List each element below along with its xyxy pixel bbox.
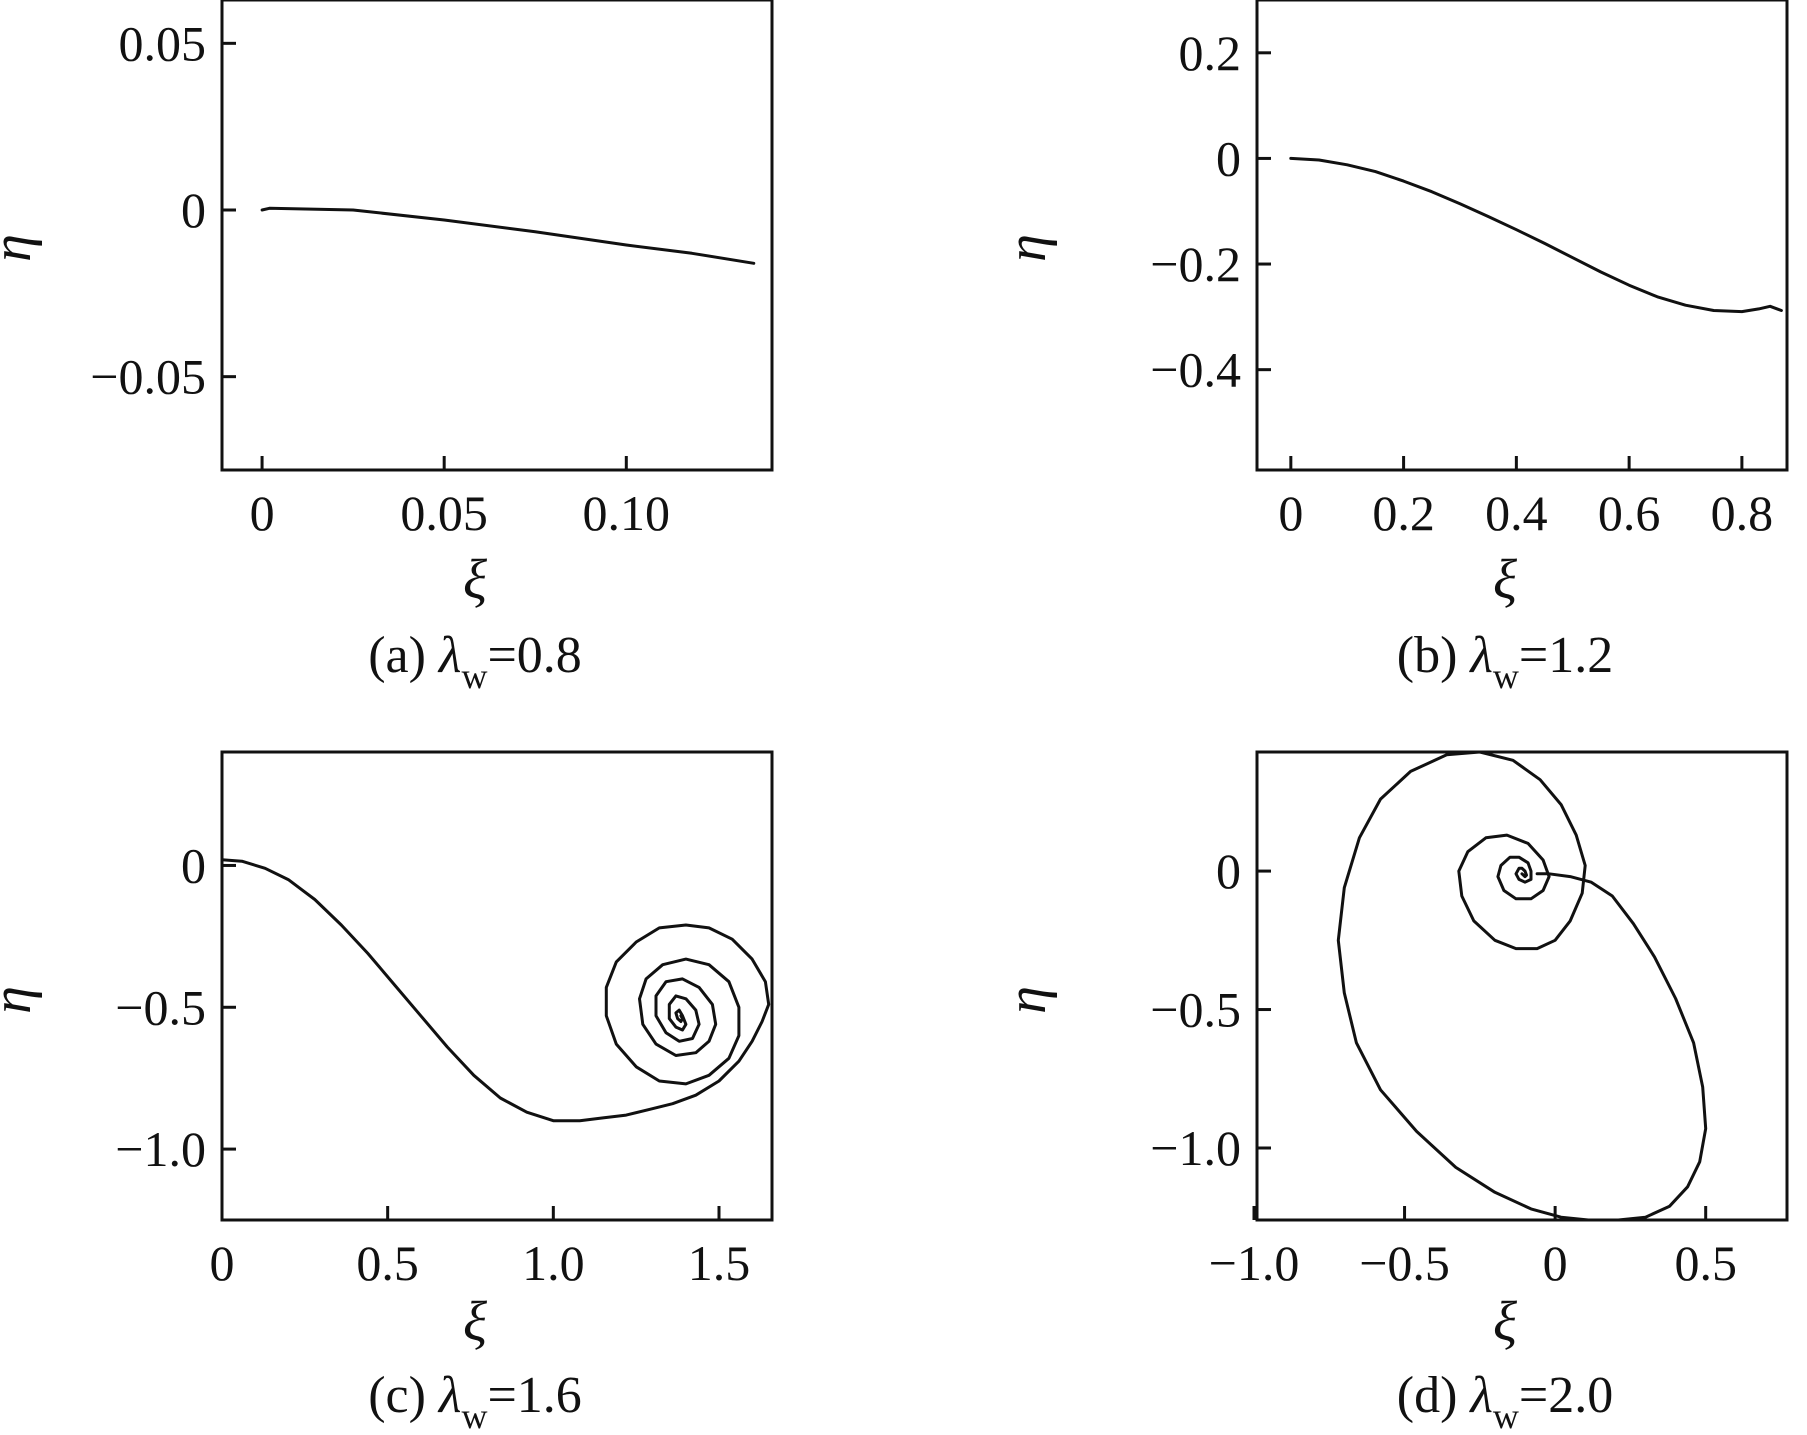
x-axis-label: ξ <box>463 1291 487 1353</box>
y-tick-label: −0.5 <box>1150 982 1241 1038</box>
caption-value: =1.2 <box>1519 627 1613 684</box>
x-axis-label: ξ <box>463 549 487 611</box>
plot-frame <box>1255 0 1789 472</box>
x-tick-label: −0.5 <box>1359 1235 1450 1291</box>
caption-subscript: w <box>1493 1396 1519 1435</box>
caption-value: =1.6 <box>487 1367 581 1424</box>
series-line <box>260 206 756 265</box>
caption-value: =0.8 <box>487 627 581 684</box>
caption-prefix: (b) <box>1397 627 1471 684</box>
series-line <box>1289 156 1783 314</box>
caption-prefix: (c) <box>368 1367 439 1424</box>
series-line <box>1336 750 1708 1222</box>
y-tick-label: −0.05 <box>90 349 206 405</box>
chart-panel-2: 0 0.2 0.4 0.6 0.8 0.2 0 −0.2 −0.4 ξ η (b) λw=1.2 <box>996 0 1789 696</box>
y-tick-label: −0.5 <box>115 979 206 1035</box>
caption-subscript: w <box>461 1396 487 1435</box>
x-axis-label: ξ <box>1493 1291 1517 1353</box>
caption-subscript: w <box>461 656 487 696</box>
x-tick-label: 0 <box>250 485 275 541</box>
y-tick-label: 0 <box>181 182 206 238</box>
y-tick-label: −0.4 <box>1150 342 1241 398</box>
y-tick-label: −1.0 <box>115 1121 206 1177</box>
plot-frame <box>220 750 774 1222</box>
y-axis-label: η <box>0 986 43 1014</box>
chart-panel-1: 0 0.05 0.10 0.05 0 −0.05 ξ η (a) λw=0.8 <box>0 0 774 696</box>
y-tick-label: 0.05 <box>119 15 207 71</box>
x-tick-label: 0 <box>210 1235 235 1291</box>
caption-subscript: w <box>1493 656 1519 696</box>
chart-panel-4: −1.0 −0.5 0 0.5 0 −0.5 −1.0 ξ η (d) λw=2.0 <box>996 750 1789 1435</box>
panel-caption: (b) λw=1.2 <box>1397 627 1614 696</box>
x-tick-label: 0 <box>1543 1235 1568 1291</box>
y-tick-label: 0.2 <box>1179 25 1242 81</box>
y-tick-label: 0 <box>1216 843 1241 899</box>
x-tick-label: 0.2 <box>1372 485 1435 541</box>
plot-frame <box>1255 750 1789 1222</box>
y-axis-label: η <box>996 986 1058 1014</box>
caption-symbol: λ <box>437 1367 462 1424</box>
caption-symbol: λ <box>437 627 462 684</box>
y-tick-label: 0 <box>181 837 206 893</box>
panel-caption: (d) λw=2.0 <box>1397 1367 1614 1435</box>
series-line <box>220 858 771 1123</box>
x-tick-label: 1.0 <box>522 1235 585 1291</box>
plot-frame <box>220 0 774 472</box>
caption-prefix: (a) <box>368 627 439 684</box>
x-tick-label: 0.10 <box>583 485 671 541</box>
x-tick-label: 0.8 <box>1711 485 1774 541</box>
y-axis-label: η <box>996 234 1058 262</box>
y-tick-label: 0 <box>1216 130 1241 186</box>
caption-symbol: λ <box>1468 627 1493 684</box>
y-axis-label: η <box>0 234 43 262</box>
x-tick-label: 1.5 <box>688 1235 751 1291</box>
x-tick-label: 0 <box>1278 485 1303 541</box>
x-axis-label: ξ <box>1493 549 1517 611</box>
panel-caption: (a) λw=0.8 <box>368 627 582 696</box>
y-tick-label: −1.0 <box>1150 1120 1241 1176</box>
x-tick-label: 0.4 <box>1485 485 1548 541</box>
caption-prefix: (d) <box>1397 1367 1471 1424</box>
x-tick-label: 0.6 <box>1598 485 1661 541</box>
x-tick-label: 0.5 <box>356 1235 419 1291</box>
x-tick-label: 0.5 <box>1674 1235 1737 1291</box>
caption-value: =2.0 <box>1519 1367 1613 1424</box>
y-tick-label: −0.2 <box>1150 236 1241 292</box>
caption-symbol: λ <box>1468 1367 1493 1424</box>
x-tick-label: 0.05 <box>400 485 488 541</box>
chart-panel-3: 0 0.5 1.0 1.5 0 −0.5 −1.0 ξ η (c) λw=1.6 <box>0 750 774 1435</box>
x-tick-label: −1.0 <box>1209 1235 1300 1291</box>
panel-caption: (c) λw=1.6 <box>368 1367 582 1435</box>
